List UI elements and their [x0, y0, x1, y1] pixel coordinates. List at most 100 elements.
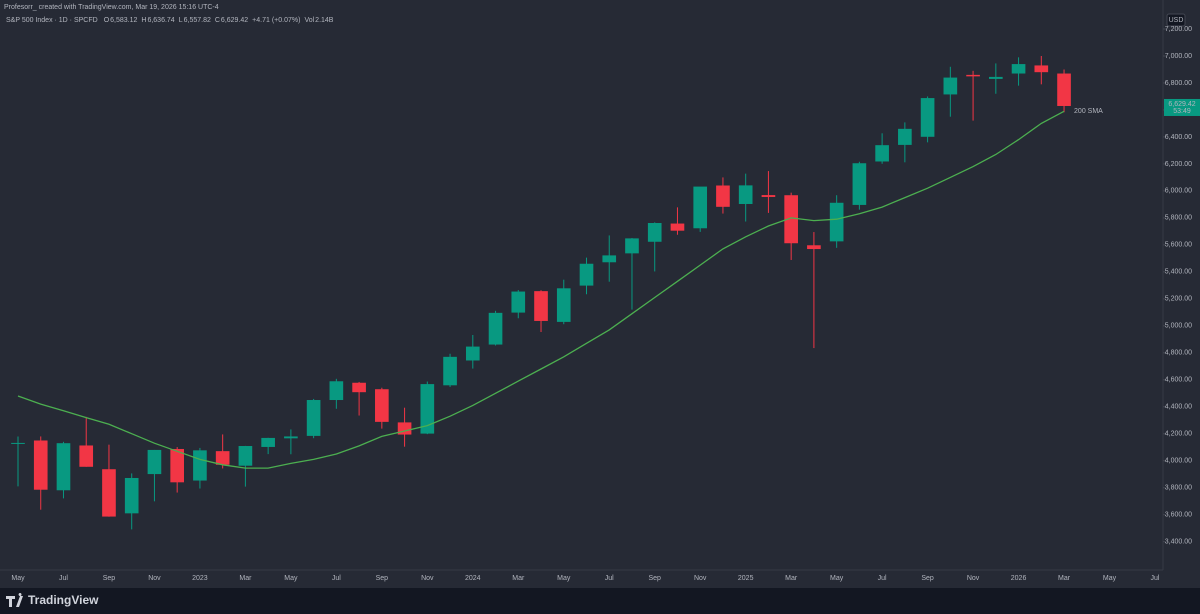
y-tick-label: 6,800.00 — [1165, 80, 1192, 87]
y-tick-label: 3,400.00 — [1165, 539, 1192, 546]
candle-body — [443, 356, 457, 386]
candle-body — [215, 451, 230, 465]
y-tick-label: 3,800.00 — [1165, 485, 1192, 492]
candle-body — [670, 223, 685, 231]
candle-body — [147, 449, 162, 475]
candle-body — [375, 389, 389, 422]
candle-body — [11, 442, 25, 444]
candle-body — [625, 238, 639, 254]
legend-key: L — [179, 17, 183, 24]
last-price-label: 6,629.42 — [1168, 101, 1195, 108]
candle-body — [488, 312, 503, 345]
y-tick-label: 5,000.00 — [1165, 323, 1192, 330]
candle-body — [1011, 64, 1026, 74]
x-tick-label: Sep — [648, 575, 661, 582]
x-tick-label: 2025 — [738, 575, 754, 582]
x-tick-label: Mar — [785, 575, 798, 582]
candle-body — [56, 443, 71, 491]
x-tick-label: May — [1103, 575, 1117, 582]
x-tick-label: Jul — [332, 575, 341, 582]
candle-body — [556, 288, 571, 322]
y-tick-label: 7,200.00 — [1165, 26, 1192, 33]
candle-body — [284, 436, 298, 439]
y-tick-label: 6,200.00 — [1165, 161, 1192, 168]
x-tick-label: Mar — [1058, 575, 1071, 582]
candle-body — [943, 77, 958, 95]
legend-volume: 2.14B — [315, 17, 334, 24]
candle-body — [306, 400, 321, 436]
x-tick-label: May — [11, 575, 25, 582]
y-tick-label: 7,000.00 — [1165, 53, 1192, 60]
candle-body — [1057, 73, 1071, 106]
candle-body — [352, 382, 366, 393]
x-tick-label: May — [557, 575, 571, 582]
legend-key: H — [141, 17, 146, 24]
candle-body — [124, 477, 139, 514]
legend-key: O — [104, 17, 110, 24]
y-tick-label: 4,400.00 — [1165, 404, 1192, 411]
footer — [0, 588, 1200, 614]
candle-body — [170, 448, 185, 483]
countdown: 53:49 — [1173, 108, 1191, 115]
y-tick-label: 5,600.00 — [1165, 242, 1192, 249]
y-tick-label: 4,800.00 — [1165, 350, 1192, 357]
candle-body — [238, 446, 253, 466]
x-tick-label: Jul — [605, 575, 614, 582]
x-tick-label: 2024 — [465, 575, 481, 582]
y-tick-label: 4,200.00 — [1165, 431, 1192, 438]
legend-key: Vol — [304, 17, 314, 24]
x-tick-label: Sep — [921, 575, 934, 582]
candle-body — [988, 76, 1003, 79]
candle-body — [647, 223, 662, 242]
y-tick-label: 3,600.00 — [1165, 512, 1192, 519]
legend-change: +4.71 (+0.07%) — [252, 17, 300, 24]
y-tick-label: 5,400.00 — [1165, 269, 1192, 276]
candle-body — [807, 245, 821, 250]
candle-body — [693, 186, 708, 229]
candle-body — [33, 440, 48, 490]
candle-body — [261, 437, 275, 447]
x-tick-label: Nov — [967, 575, 980, 582]
x-tick-label: 2026 — [1011, 575, 1027, 582]
y-tick-label: 6,000.00 — [1165, 188, 1192, 195]
candle-body — [420, 384, 435, 434]
sma-label: 200 SMA — [1074, 108, 1103, 115]
candle-body — [875, 145, 889, 162]
sma-line — [17, 110, 1065, 469]
legend-value: 6,636.74 — [147, 17, 174, 24]
candle-body — [102, 469, 116, 517]
x-tick-label: May — [830, 575, 844, 582]
y-tick-label: 4,600.00 — [1165, 377, 1192, 384]
candle-body — [579, 263, 594, 286]
legend-symbol: S&P 500 Index · 1D · SPCFD — [6, 17, 98, 24]
chart-background — [0, 0, 1200, 588]
x-tick-label: Nov — [421, 575, 434, 582]
candle-body — [534, 291, 548, 321]
legend-value: 6,629.42 — [221, 17, 248, 24]
legend-key: C — [215, 17, 220, 24]
y-tick-label: 5,800.00 — [1165, 215, 1192, 222]
legend-values: O 6,583.12 H 6,636.74 L 6,557.82 C 6,629.42 +4.7… — [104, 17, 334, 24]
candle-body — [829, 202, 844, 242]
candle-body — [784, 195, 798, 244]
currency[interactable]: USD — [1169, 17, 1184, 24]
candle-body — [193, 450, 207, 481]
candle-body — [761, 195, 776, 197]
candle-body — [920, 98, 935, 137]
currency-button[interactable] — [1166, 13, 1186, 27]
legend-value: 6,583.12 — [110, 17, 137, 24]
x-tick-label: Mar — [239, 575, 252, 582]
x-tick-label: Nov — [148, 575, 161, 582]
brand: TradingView — [28, 593, 99, 607]
x-tick-label: Jul — [59, 575, 68, 582]
candle-body — [465, 346, 480, 361]
candle-body — [79, 445, 94, 467]
candle-body — [852, 163, 867, 205]
candle-body — [898, 128, 912, 145]
y-tick-label: 5,200.00 — [1165, 296, 1192, 303]
x-tick-label: Nov — [694, 575, 707, 582]
x-tick-label: May — [284, 575, 298, 582]
x-tick-label: Sep — [103, 575, 116, 582]
x-tick-label: Sep — [376, 575, 389, 582]
candle-body — [738, 185, 753, 204]
